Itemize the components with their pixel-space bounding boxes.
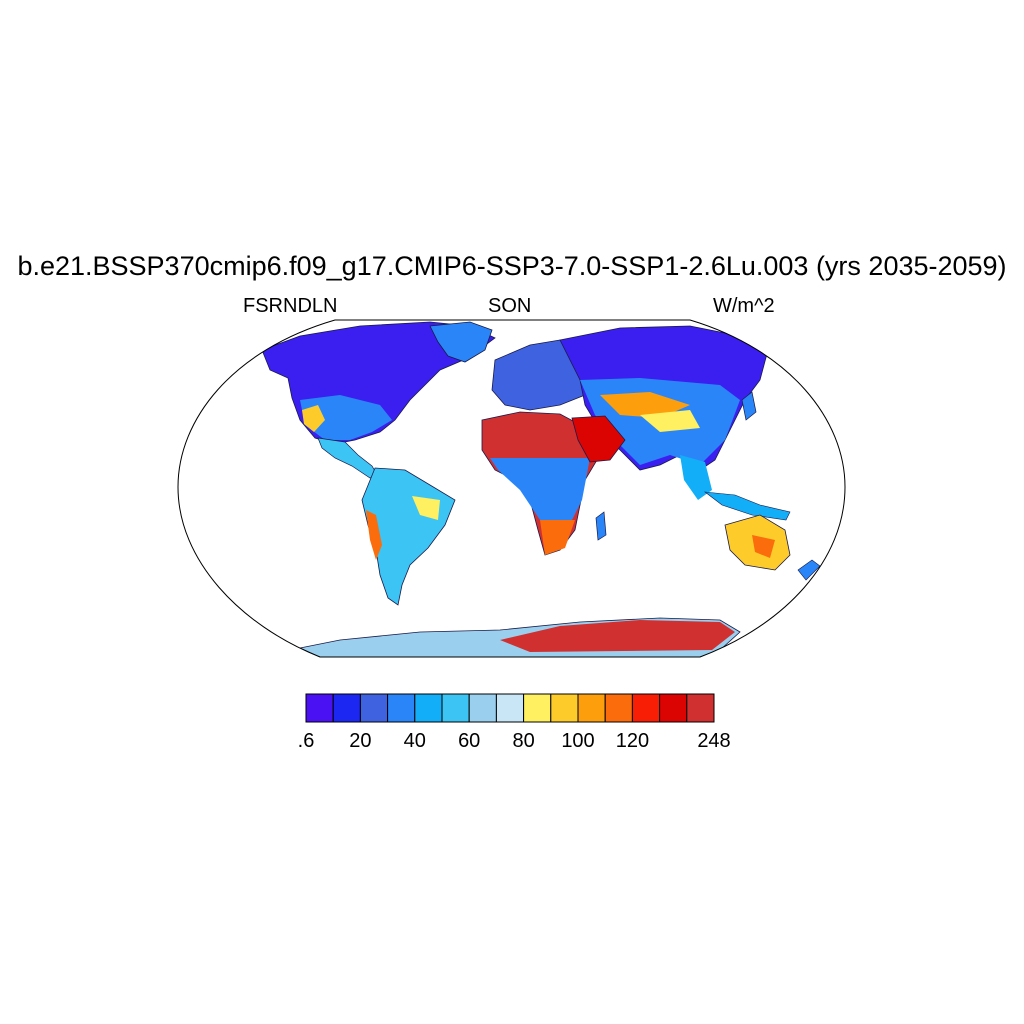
colorbar-tick-label: 100 [561, 730, 595, 752]
colorbar-swatch [604, 693, 633, 723]
central-asia-warm [600, 392, 690, 418]
colorbar-swatch [414, 693, 443, 723]
colorbar [305, 693, 715, 723]
new-zealand [797, 559, 821, 581]
tibet-warm [640, 410, 700, 432]
colorbar-swatch [359, 693, 389, 723]
plot-title: b.e21.BSSP370cmip6.f09_g17.CMIP6-SSP3-7.… [17, 251, 1007, 281]
colorbar-tick-label: 40 [403, 730, 426, 752]
colorbar-swatch [686, 693, 715, 723]
colorbar-swatch [523, 693, 552, 723]
colorbar-swatch [659, 693, 688, 723]
colorbar-swatch [631, 693, 661, 723]
colorbar-swatch [332, 693, 361, 723]
colorbar-tick-label: 80 [512, 730, 535, 752]
southern-africa-warm [540, 520, 575, 555]
central-america [317, 437, 379, 479]
map-border [177, 319, 846, 658]
andes-hot [366, 510, 382, 560]
africa-tropics [490, 458, 590, 520]
colorbar-swatch [441, 693, 470, 723]
colorbar-swatch [468, 693, 497, 723]
east-antarctica-hot [500, 620, 735, 652]
madagascar [595, 511, 607, 541]
season-label: SON [488, 295, 532, 317]
maritime-continent [703, 491, 791, 521]
colorbar-tick-label: 248 [697, 730, 731, 752]
colorbar-tick-label: .6 [297, 730, 315, 752]
land-fill-layer [261, 321, 821, 657]
units-label: W/m^2 [713, 295, 775, 317]
colorbar-swatch [387, 693, 416, 723]
southeast-asia [680, 455, 712, 500]
colorbar-swatch [495, 693, 525, 723]
colorbar-swatch [305, 693, 334, 723]
variable-name: FSRNDLN [243, 295, 338, 317]
australia-center [752, 535, 775, 558]
brazil-warm [412, 496, 440, 520]
arabia-land [571, 415, 626, 463]
japan [741, 391, 757, 421]
colorbar-tick-label: 120 [615, 730, 650, 752]
colorbar-tick-label: 60 [458, 730, 481, 752]
us-southwest [302, 405, 325, 432]
colorbar-tick-label: 20 [349, 730, 372, 752]
greenland [429, 321, 493, 363]
colorbar-swatch [550, 693, 579, 723]
colorbar-swatch [577, 693, 606, 723]
north-america-south [300, 395, 392, 440]
